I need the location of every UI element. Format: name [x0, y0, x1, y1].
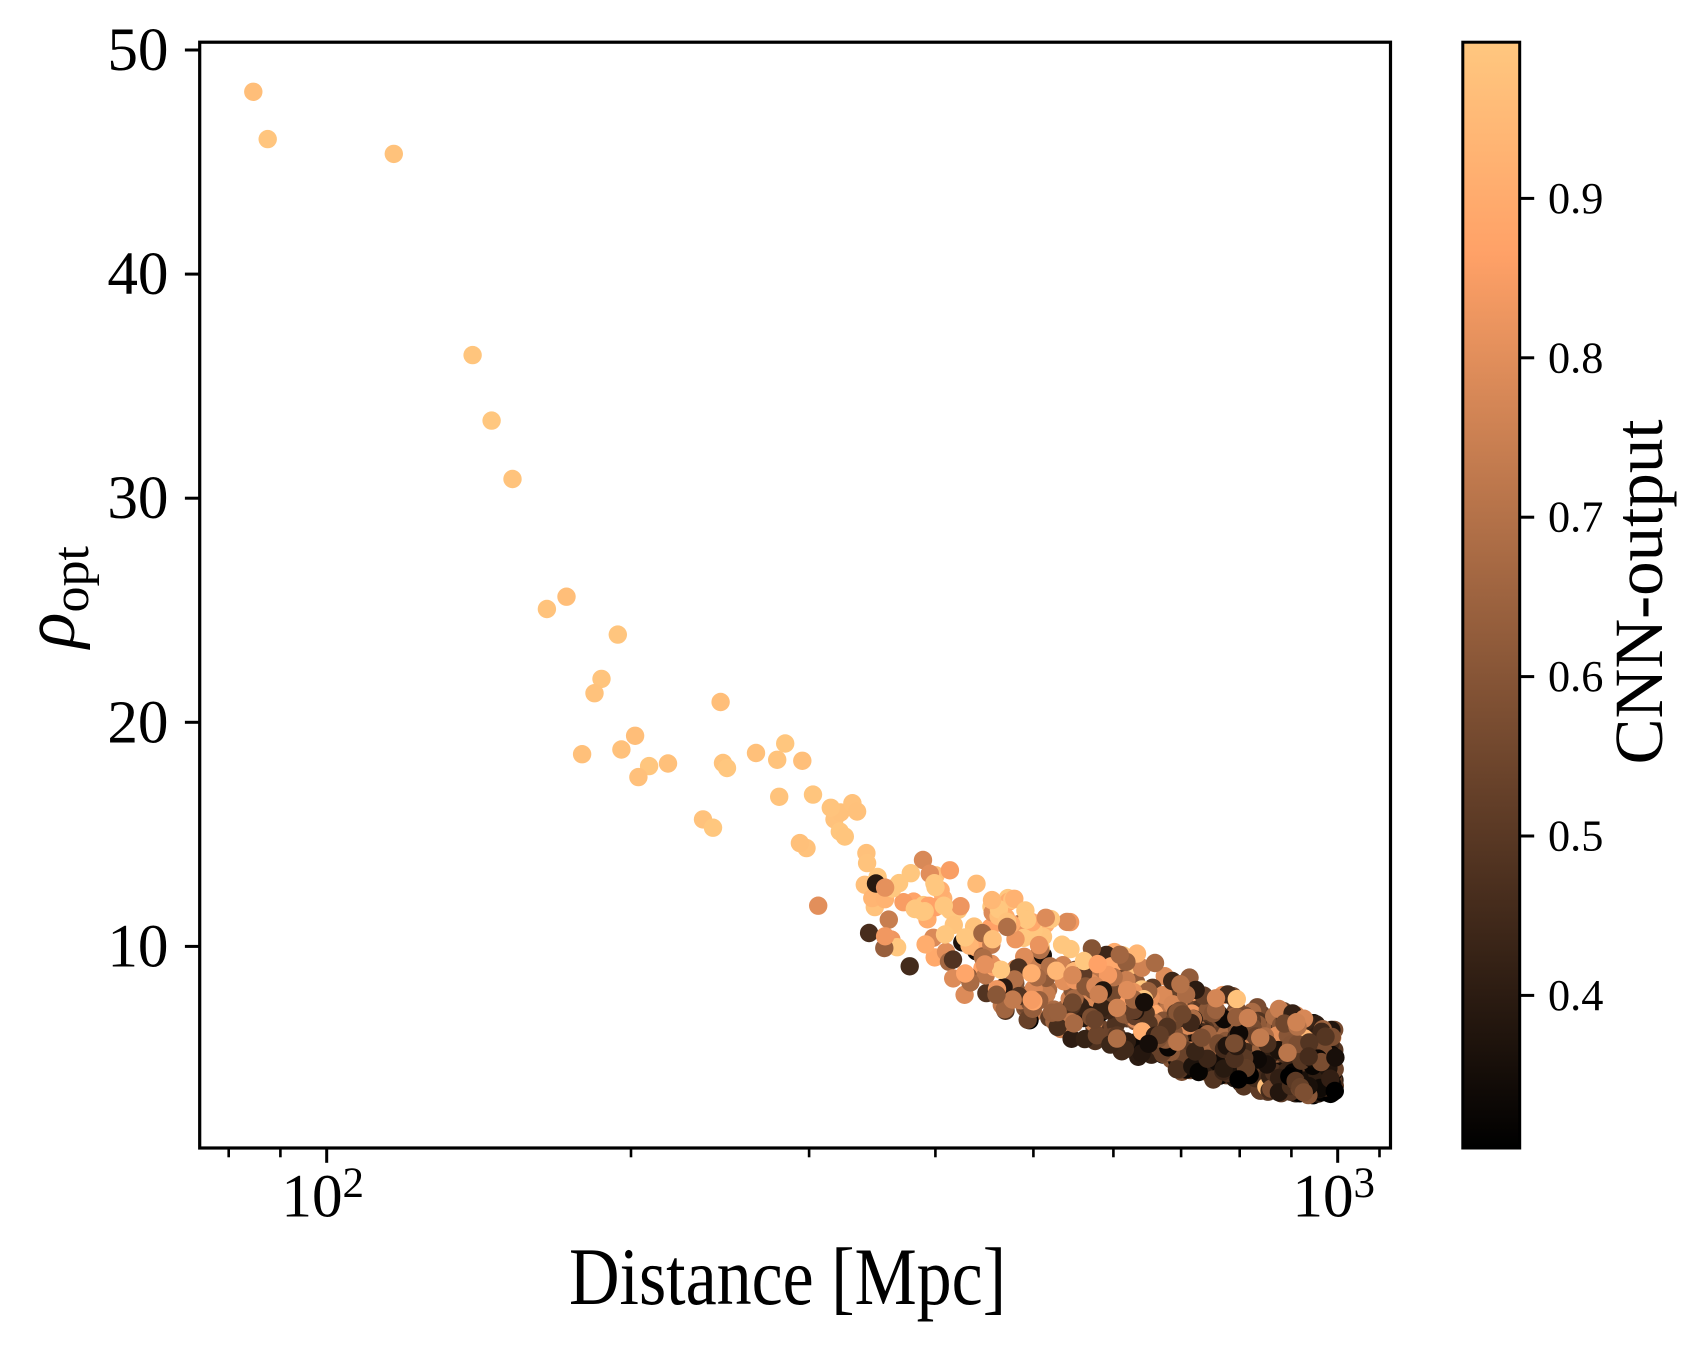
- svg-text:0.9: 0.9: [1548, 174, 1603, 223]
- svg-text:40: 40: [107, 240, 168, 308]
- svg-text:30: 30: [107, 464, 168, 532]
- svg-text:CNN-output: CNN-output: [1601, 420, 1677, 765]
- svg-text:0.5: 0.5: [1548, 812, 1603, 861]
- svg-text:102: 102: [281, 1160, 364, 1231]
- svg-text:Distance [Mpc]: Distance [Mpc]: [569, 1231, 1006, 1322]
- svg-text:50: 50: [107, 16, 168, 84]
- svg-text:0.4: 0.4: [1548, 971, 1603, 1020]
- svg-text:0.8: 0.8: [1548, 333, 1603, 382]
- svg-text:20: 20: [107, 688, 168, 756]
- svg-text:10: 10: [107, 912, 168, 980]
- svg-text:0.7: 0.7: [1548, 493, 1603, 542]
- svg-text:0.6: 0.6: [1548, 652, 1603, 701]
